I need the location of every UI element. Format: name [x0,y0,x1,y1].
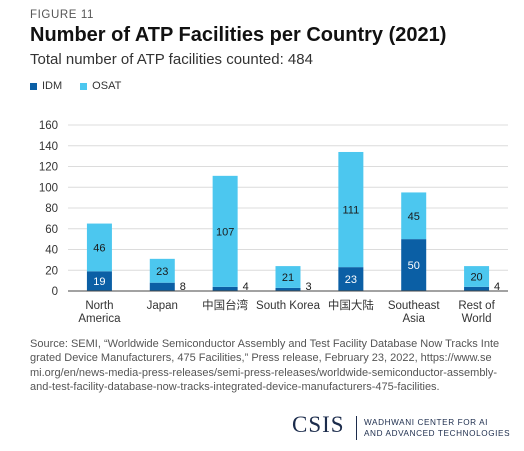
bar-idm [212,286,238,291]
bar-idm [149,282,175,291]
x-tick-label: Rest of [458,300,495,312]
data-label: 3 [305,281,311,293]
legend-swatch-osat [80,82,88,90]
data-label: 4 [243,281,249,293]
x-tick-label: World [462,313,492,325]
bar-osat [338,151,364,268]
source-note: Source: SEMI, “Worldwide Semiconductor A… [30,338,500,393]
y-tick-label: 20 [45,265,58,277]
data-label: 8 [180,281,186,293]
x-tick-label: America [78,313,121,325]
bar-osat [212,175,238,287]
bar-osat [86,223,112,272]
legend-swatch-idm [30,82,37,90]
wadhwani-line-1: WADHWANI CENTER FOR AI [364,418,489,427]
figure-label: FIGURE 11 [30,9,94,21]
x-tick-label: 中国大陆 [328,298,374,312]
bar-osat [401,192,427,240]
bar-idm [86,271,112,291]
data-label: 21 [282,272,294,284]
x-tick-label: North [85,300,113,312]
y-tick-label: 40 [45,245,58,257]
data-label: 46 [93,242,105,254]
bar-osat [149,258,175,283]
bar-osat [275,266,301,288]
y-tick-label: 160 [39,120,58,132]
x-tick-label: 中国台湾 [202,298,248,312]
csis-logo: CSIS [292,412,345,437]
legend-item-idm: IDM [30,80,62,92]
y-tick-label: 100 [39,182,58,194]
logo-divider [356,416,357,440]
x-tick-label: South Korea [256,300,321,312]
data-label: 111 [342,205,359,217]
y-tick-label: 60 [45,224,58,236]
y-tick-label: 140 [39,141,58,153]
data-label: 23 [345,274,357,286]
bar-idm [401,239,427,291]
x-tick-label: Southeast [388,300,441,312]
bar-idm [464,286,490,291]
data-label: 45 [408,211,420,223]
chart-title: Number of ATP Facilities per Country (20… [30,24,447,46]
y-tick-label: 0 [52,286,58,298]
data-label: 20 [470,271,482,283]
data-label: 4 [494,281,500,293]
data-label: 19 [93,276,105,288]
data-label: 23 [156,266,168,278]
bar-idm [275,287,301,291]
data-label: 107 [216,226,234,238]
footer [0,418,524,451]
legend-item-osat: OSAT [80,80,121,92]
x-tick-label: Asia [403,313,426,325]
y-tick-label: 120 [39,162,58,174]
wadhwani-line-2: AND ADVANCED TECHNOLOGIES [364,429,511,438]
y-tick-label: 80 [45,203,58,215]
chart-legend: IDM OSAT [30,80,133,92]
data-label: 50 [408,260,420,272]
wadhwani-center-label: WADHWANI CENTER FOR AI AND ADVANCED TECH… [364,417,510,439]
legend-label-idm: IDM [42,80,63,92]
bar-idm [338,267,364,291]
chart-subtitle: Total number of ATP facilities counted: … [30,51,313,68]
x-tick-label: Japan [147,300,178,312]
legend-label-osat: OSAT [92,80,122,92]
bar-osat [464,266,490,287]
